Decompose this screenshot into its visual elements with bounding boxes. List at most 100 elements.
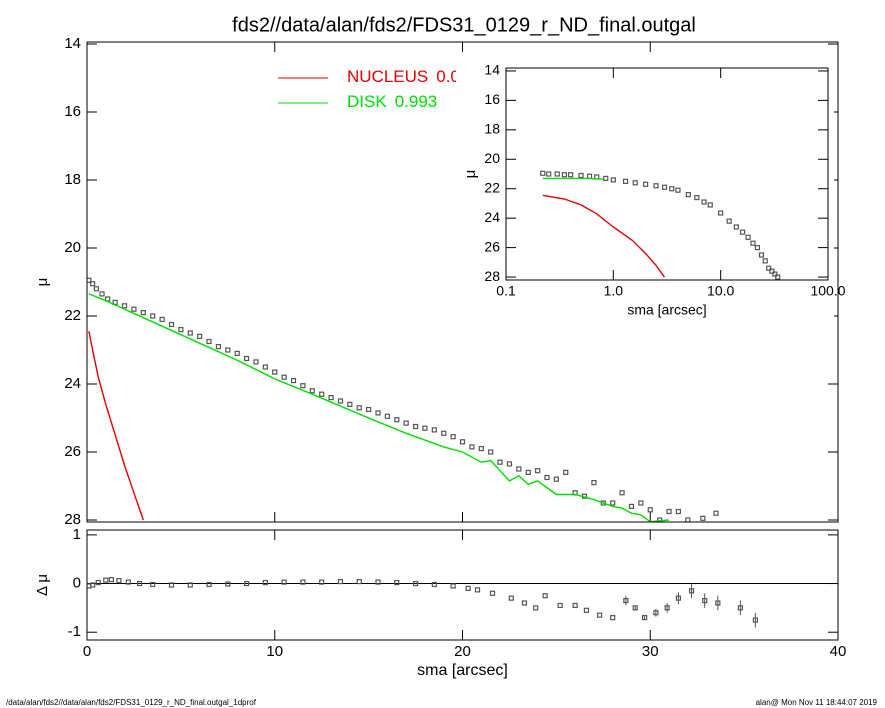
- marker: [356, 578, 362, 585]
- marker: [772, 271, 778, 277]
- marker: [506, 461, 513, 467]
- x-tick-label: 10.0: [707, 283, 734, 299]
- marker: [450, 583, 456, 589]
- marker: [632, 180, 638, 186]
- marker: [489, 590, 496, 596]
- marker: [95, 579, 101, 586]
- marker: [661, 184, 668, 190]
- x-tick-label: 20: [454, 643, 471, 660]
- frame: [86, 41, 839, 523]
- marker: [643, 181, 649, 187]
- marker: [99, 291, 105, 297]
- marker: [553, 476, 559, 482]
- marker: [103, 577, 109, 583]
- footer-right: alan@ Mon Nov 11 18:44:07 2019: [756, 698, 878, 707]
- marker: [572, 602, 578, 609]
- frame: [505, 67, 829, 281]
- marker: [281, 579, 287, 585]
- marker: [675, 508, 682, 515]
- marker: [675, 595, 682, 601]
- marker: [234, 350, 240, 356]
- marker: [412, 423, 419, 430]
- line: [88, 331, 144, 521]
- y-tick-label: 28: [484, 268, 500, 284]
- line: [542, 177, 603, 180]
- marker: [150, 313, 156, 319]
- marker: [737, 605, 743, 611]
- marker: [715, 600, 721, 606]
- marker: [619, 490, 625, 496]
- marker: [610, 615, 616, 621]
- marker: [87, 277, 92, 283]
- marker: [328, 395, 334, 401]
- panel: 14 16 18 20 22 24 26 280.1 1.0 10.0 100.0 sma [arcs…: [456, 60, 846, 322]
- marker: [669, 186, 675, 192]
- legend-label: DISK 0.993: [347, 92, 437, 111]
- marker: [733, 224, 739, 230]
- legend-name: DISK: [347, 92, 387, 111]
- marker: [366, 406, 372, 413]
- marker: [441, 430, 447, 436]
- y-tick-label: 22: [484, 179, 500, 195]
- y-tick-label: 0: [73, 575, 81, 592]
- marker: [718, 210, 724, 216]
- marker: [431, 427, 437, 433]
- marker: [168, 582, 175, 588]
- marker: [469, 444, 475, 450]
- marker: [262, 364, 268, 370]
- marker: [623, 597, 629, 604]
- marker: [394, 417, 400, 423]
- marker: [557, 602, 563, 609]
- marker: [272, 369, 278, 375]
- y-tick-label: 14: [484, 62, 500, 78]
- marker: [375, 579, 381, 585]
- marker: [347, 401, 353, 407]
- marker: [281, 374, 287, 380]
- marker: [394, 579, 400, 586]
- marker: [762, 258, 768, 264]
- plot-area: [87, 577, 758, 628]
- marker: [450, 434, 456, 440]
- marker: [758, 252, 765, 258]
- marker: [474, 587, 481, 593]
- x-tick-label: 30: [642, 643, 659, 660]
- plot-area: [540, 170, 781, 280]
- marker: [150, 581, 156, 588]
- y-tick-label: 24: [64, 375, 81, 392]
- marker: [197, 333, 203, 339]
- marker: [93, 286, 99, 292]
- marker: [356, 405, 362, 411]
- marker: [508, 595, 514, 601]
- y-tick-label: 28: [64, 511, 81, 528]
- marker: [647, 507, 653, 513]
- y-tick-label: 16: [64, 103, 81, 120]
- marker: [337, 398, 344, 404]
- marker: [300, 579, 306, 585]
- marker: [685, 192, 691, 198]
- marker: [131, 306, 137, 312]
- marker: [290, 378, 297, 384]
- marker: [561, 172, 567, 178]
- y-axis-label: μ: [462, 170, 479, 179]
- marker: [542, 593, 548, 599]
- marker: [745, 234, 751, 240]
- y-tick-label: 16: [484, 91, 500, 107]
- marker: [187, 582, 193, 588]
- legend-name: NUCLEUS: [347, 67, 428, 86]
- marker: [375, 410, 381, 416]
- x-tick-label: 0: [83, 643, 91, 660]
- marker: [262, 579, 268, 586]
- marker: [752, 617, 758, 623]
- y-tick-label: 26: [64, 443, 81, 460]
- marker: [694, 194, 700, 201]
- marker: [540, 170, 546, 176]
- y-tick-label: 26: [484, 238, 500, 254]
- marker: [610, 177, 616, 183]
- marker: [726, 218, 732, 224]
- marker: [243, 355, 250, 362]
- marker: [168, 321, 175, 328]
- marker: [563, 469, 569, 475]
- marker: [459, 439, 466, 445]
- marker: [596, 612, 603, 618]
